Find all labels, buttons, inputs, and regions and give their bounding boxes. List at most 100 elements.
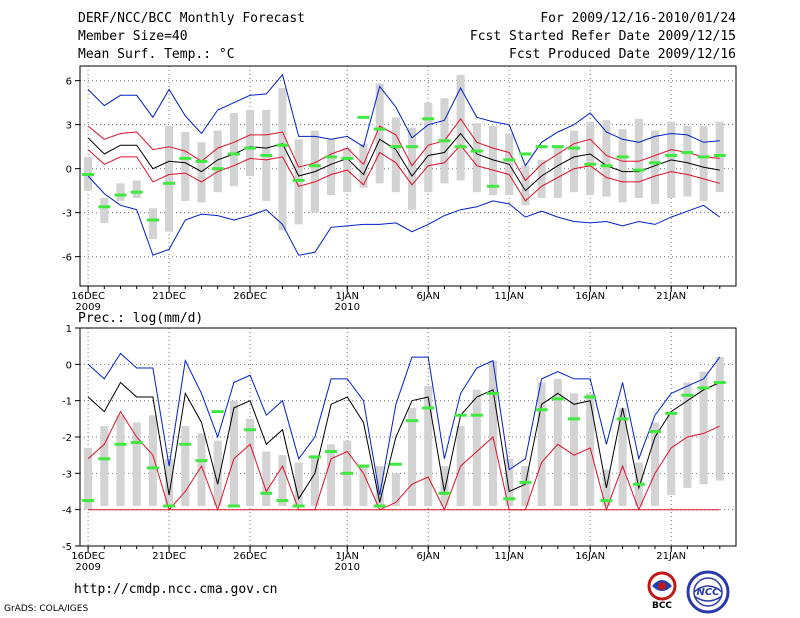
panel2-range-bar <box>262 451 271 507</box>
panel1-range-bar <box>246 110 255 176</box>
panel2-range-bar <box>100 426 109 507</box>
panel1-xtick-label: 16JAN <box>575 291 605 302</box>
variable-label: Mean Surf. Temp.: °C <box>78 47 235 62</box>
panel1-range-bar <box>327 139 336 196</box>
panel2-range-bar <box>424 386 433 507</box>
member-size-label: Member Size=40 <box>78 29 188 44</box>
panel2-range-bar <box>699 371 708 485</box>
panel1-frame <box>79 65 737 287</box>
panel1-range-bar <box>359 143 368 188</box>
refer-date-label: Fcst Started Refer Date 2009/12/15 <box>469 29 736 44</box>
panel1-ytick-label: 6 <box>66 77 72 88</box>
panel2-range-bar <box>618 407 627 507</box>
panel2-range-bar <box>472 389 481 507</box>
panel2-xtick-label: 16DEC <box>71 551 105 562</box>
panel2-ytick-label: 0 <box>66 360 72 371</box>
panel2-range-bar <box>715 357 724 481</box>
panel1-range-bar <box>391 117 400 193</box>
panel2-range-bar <box>278 455 287 507</box>
panel2-ytick-label: -4 <box>62 506 72 517</box>
panel1-min-line <box>87 175 721 256</box>
panel2-range-bar <box>116 415 125 507</box>
panel2-range-bar <box>246 418 255 507</box>
panel2-ytick-label: -2 <box>62 433 72 444</box>
panel2-range-bar <box>569 393 579 507</box>
panel2-range-bar <box>683 382 692 488</box>
forecast-period-label: For 2009/12/16-2010/01/24 <box>540 11 736 26</box>
panel2-range-bar <box>165 458 174 507</box>
panel1-range-bar <box>148 208 157 240</box>
panel1-range-bar <box>408 127 417 210</box>
panel1-range-bar <box>602 120 611 197</box>
panel2-range-bar <box>521 466 530 507</box>
panel2-mean-line <box>87 381 721 503</box>
panel1-mean-line <box>87 132 720 192</box>
panel2-range-bar <box>667 411 676 496</box>
panel1-range-bar <box>537 159 546 198</box>
panel1-range-bar <box>181 132 190 201</box>
panel2-range-bar <box>375 466 384 507</box>
panel1-range-bar <box>472 123 481 193</box>
panel1-xtick-label: 16DEC <box>71 291 105 302</box>
panel1-range-bar <box>618 129 627 203</box>
panel2-xtick-year: 2009 <box>75 562 100 573</box>
panel1-upper-line <box>87 117 720 182</box>
panel2-range-bar <box>294 462 303 507</box>
panel1-max-line <box>87 73 720 167</box>
panel2-range-bar <box>440 466 449 507</box>
panel1-ytick-label: 3 <box>66 121 72 132</box>
panel2-ytick-label: -5 <box>62 542 72 553</box>
ncc-logo-text: NCC <box>696 587 720 598</box>
produced-date-label: Fcst Produced Date 2009/12/16 <box>509 47 736 62</box>
panel2-ytick-label: -1 <box>62 397 72 408</box>
panel1-ytick-label: -3 <box>62 209 72 220</box>
panel2-xtick-label: 26DEC <box>233 551 267 562</box>
panel1-range-bar <box>278 88 287 231</box>
ncc-logo-icon: NCC <box>686 570 730 614</box>
panel2-range-bar <box>488 360 498 507</box>
panel2-range-bar <box>132 422 141 507</box>
panel1-range-bar <box>553 145 562 198</box>
panel2-max-line <box>87 352 721 496</box>
panel2-range-bar <box>197 433 206 507</box>
panel1-range-bar <box>197 142 206 203</box>
panel1-range-bar <box>699 126 708 201</box>
source-url[interactable]: http://cmdp.ncc.cma.gov.cn <box>74 582 278 597</box>
panel2-range-bar <box>213 440 222 507</box>
panel2-lower-line <box>87 410 721 512</box>
panel2-range-bar <box>408 407 417 507</box>
panel1-ytick-label: -6 <box>62 253 72 264</box>
panel2-range-bar <box>650 422 660 507</box>
panel1-lower-line <box>87 144 720 202</box>
panel2-range-bar <box>148 415 157 507</box>
panel2-range-bar <box>537 382 546 507</box>
panel1-range-bar <box>586 121 595 196</box>
panel1-range-bar <box>634 118 643 198</box>
panel1-range-bar <box>375 83 384 184</box>
panel2-range-bar <box>505 458 514 507</box>
panel1-range-bar <box>424 102 433 193</box>
panel1-range-bar <box>488 126 498 196</box>
panel2-xtick-label: 1JAN <box>336 551 359 562</box>
panel1-range-bar <box>229 112 238 187</box>
panel1-xtick-label: 21DEC <box>152 291 186 302</box>
panel2-range-bar <box>553 378 562 507</box>
panel2-range-bar <box>359 466 368 507</box>
panel2-range-bar <box>310 455 319 507</box>
panel1-xtick-label: 26DEC <box>233 291 267 302</box>
panel1-range-bar <box>213 130 222 193</box>
panel2-xtick-year: 2010 <box>335 562 360 573</box>
panel1-range-bar <box>116 183 125 201</box>
chart-title: DERF/NCC/BCC Monthly Forecast <box>78 11 305 26</box>
grads-credit: GrADS: COLA/IGES <box>4 604 89 614</box>
panel2-range-bar <box>181 426 190 507</box>
bcc-logo-icon: BCC <box>647 571 677 610</box>
panel2-xtick-label: 21JAN <box>656 551 686 562</box>
panel1-range-bar <box>456 74 465 181</box>
panel2-xtick-label: 21DEC <box>152 551 186 562</box>
panel2-range-bar <box>391 473 400 507</box>
panel1-range-bar <box>100 198 109 223</box>
panel2-ytick-label: -3 <box>62 469 72 480</box>
panel2-ytick-label: 1 <box>66 324 72 335</box>
panel2-range-bar <box>327 444 336 507</box>
